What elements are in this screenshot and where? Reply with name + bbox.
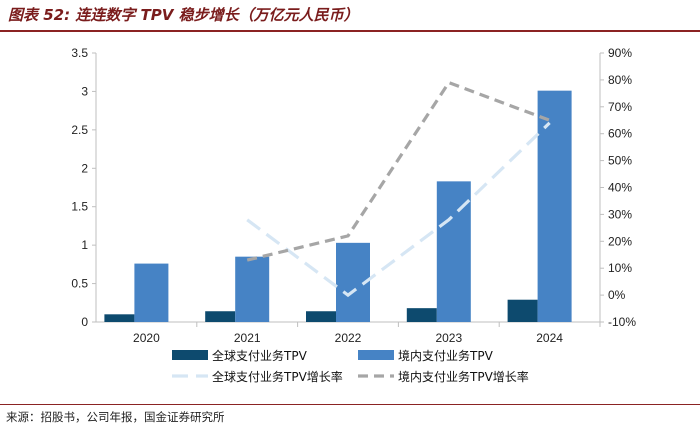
- domestic-tpv-bar: [537, 90, 572, 322]
- right-tick-label: 0%: [608, 288, 626, 302]
- source-divider: [0, 404, 700, 405]
- legend-label: 全球支付业务TPV增长率: [212, 369, 343, 384]
- legend-label: 境内支付业务TPV增长率: [398, 369, 529, 384]
- domestic-growth-line: [246, 80, 551, 262]
- right-tick-label: -10%: [608, 315, 636, 329]
- left-tick-label: 0.5: [71, 277, 88, 291]
- source-note: 来源：招股书，公司年报，国金证券研究所: [6, 410, 225, 424]
- left-tick-label: 1.5: [71, 200, 88, 214]
- global-tpv-bar: [406, 308, 437, 322]
- right-tick-label: 80%: [608, 73, 632, 87]
- x-tick-label: 2020: [133, 331, 160, 345]
- right-tick-label: 50%: [608, 154, 632, 168]
- x-tick-label: 2024: [536, 331, 563, 345]
- x-tick-label: 2022: [335, 331, 362, 345]
- tpv-chart: 0 0.5 1 1.5 2 2.5 3 3.5 -10% 0% 10% 20% 30% 40% 50% 60%…: [71, 46, 636, 384]
- legend-label: 全球支付业务TPV: [212, 348, 308, 363]
- left-tick-label: 1: [81, 238, 88, 252]
- right-tick-label: 70%: [608, 100, 632, 114]
- domestic-tpv-bar: [134, 263, 169, 322]
- global-tpv-bar: [205, 311, 236, 322]
- title-divider: [0, 30, 700, 32]
- left-tick-label: 2.5: [71, 123, 88, 137]
- domestic-tpv-bar: [235, 256, 270, 322]
- global-tpv-bar: [104, 314, 135, 322]
- global-tpv-bar: [306, 311, 336, 322]
- global-growth-line: [246, 121, 551, 298]
- right-tick-label: 30%: [608, 207, 632, 221]
- left-tick-label: 2: [81, 161, 88, 175]
- right-tick-label: 20%: [608, 234, 632, 248]
- legend-swatch: [358, 350, 394, 360]
- right-tick-label: 90%: [608, 46, 632, 60]
- left-tick-label: 3: [81, 84, 88, 98]
- global-tpv-bar: [507, 299, 538, 322]
- legend-swatch: [172, 350, 208, 360]
- legend-label: 境内支付业务TPV: [398, 348, 494, 363]
- left-tick-label: 0: [81, 315, 88, 329]
- chart-title: 图表 52: 连连数字 TPV 稳步增长（万亿元人民币）: [8, 6, 359, 24]
- x-tick-label: 2021: [234, 331, 261, 345]
- right-tick-label: 60%: [608, 127, 632, 141]
- left-tick-label: 3.5: [71, 46, 88, 60]
- right-tick-label: 10%: [608, 261, 632, 275]
- x-tick-label: 2023: [435, 331, 462, 345]
- right-tick-label: 40%: [608, 181, 632, 195]
